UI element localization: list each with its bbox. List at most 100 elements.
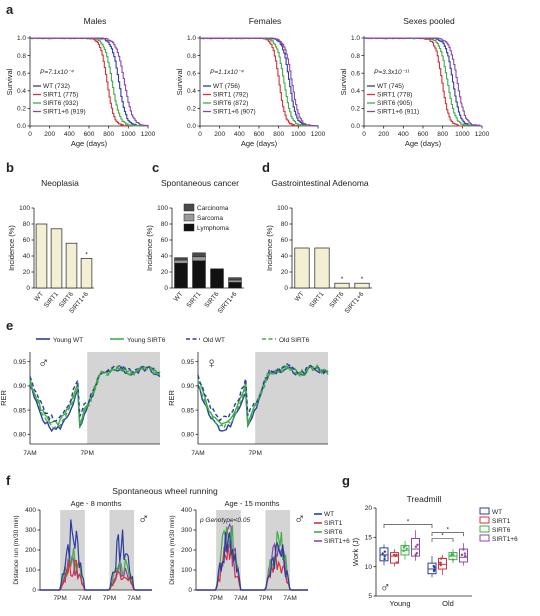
wheel-1-x-tick-label: 7AM: [234, 595, 247, 602]
survival-2-pvalue: P=3.3x10⁻¹¹: [374, 69, 410, 76]
survival-1-x-tick-label: 1200: [311, 131, 326, 138]
wheel-0-y-tick-label: 300: [25, 527, 36, 534]
panel_b-y-tick-label: 40: [23, 253, 31, 260]
rer-1-y-tick-label: 0.90: [181, 383, 194, 390]
panel-letter-b: b: [6, 160, 14, 175]
panel_d-bar-sirt1: [314, 247, 330, 289]
panel-b-neoplasia: Neoplasia 0 20 40 60 80 100 Incidence (%) WTSIRT…: [7, 178, 94, 315]
treadmill-point: [402, 549, 405, 553]
treadmill-sex-symbol: ♂: [380, 579, 391, 595]
rer-1-y-tick-label: 0.85: [181, 407, 194, 414]
survival-2-legend-label: SIRT1 (778): [377, 92, 412, 99]
treadmill-point: [416, 543, 419, 547]
panel-c-bar-carcinoma: [228, 277, 242, 281]
panel_d-y-tick-label: 60: [281, 237, 289, 244]
survival-2-x-tick-label: 200: [378, 131, 389, 138]
treadmill-point: [404, 544, 407, 548]
panel_d-bar-sirt6: [334, 282, 350, 289]
survival-0-legend-label: SIRT6 (932): [43, 100, 78, 107]
treadmill-y-tick-label: 10: [365, 564, 373, 571]
rer-1-y-tick-label: 0.80: [181, 432, 194, 439]
panel_b-y-tick-label: 80: [23, 221, 31, 228]
panel_b-bar-wt: [35, 223, 48, 289]
treadmill-y-tick-label: 20: [365, 505, 373, 512]
treadmill-sig-star: *: [407, 518, 410, 525]
panel_d-y-tick-label: 40: [281, 253, 289, 260]
treadmill-point: [451, 553, 455, 556]
survival-0-y-tick-label: 0.0: [17, 123, 26, 130]
wheel-1-trace-3: [196, 522, 308, 591]
survival-1-x-tick-label: 800: [273, 131, 284, 138]
panel-c-legend-label: Sarcoma: [197, 215, 223, 222]
survival-0-x-tick-label: 1200: [141, 131, 156, 138]
wheel-1-trace-2: [196, 525, 308, 591]
panel_b-y-tick-label: 0: [26, 285, 30, 292]
survival-0-y-tick-label: 1.0: [17, 35, 26, 42]
panel_b-x-tick-label: WT: [33, 291, 45, 303]
panel-c-x-tick-label: WT: [173, 291, 185, 303]
panel-c-bar-lymphoma: [174, 262, 188, 289]
treadmill-sig-bracket: [431, 538, 454, 543]
panel_d-x-tick-label: SIRT1: [308, 290, 325, 309]
treadmill-point: [414, 553, 417, 557]
treadmill-point: [383, 550, 387, 553]
wheel-0-y-tick-label: 400: [25, 507, 36, 514]
treadmill-point: [439, 561, 442, 564]
wheel-1-sex-symbol: ♂: [294, 511, 305, 528]
treadmill-legend-label: WT: [492, 509, 502, 516]
wheel-0-x-tick-label: 7AM: [78, 595, 91, 602]
wheel-1-trace-1: [196, 544, 308, 591]
wheel-0-x-tick-label: 7PM: [53, 595, 66, 602]
panel_d-bar-wt: [294, 247, 310, 289]
survival-0-x-tick-label: 200: [44, 131, 55, 138]
survival-2-curve-sirt16: [364, 37, 483, 127]
wheel-0-trace-3: [40, 555, 152, 591]
panel-c-y-label: Incidence (%): [145, 225, 154, 271]
treadmill-legend-label: SIRT1: [492, 518, 511, 525]
treadmill-point: [383, 557, 386, 561]
panel-c-y-tick-label: 40: [161, 253, 169, 260]
panel_b-y-tick-label: 100: [19, 205, 30, 212]
treadmill-point: [395, 553, 398, 557]
treadmill-point: [464, 554, 467, 558]
survival-1-curve-sirt16: [200, 37, 318, 127]
treadmill-box: [379, 547, 389, 562]
panel-letter-f: f: [6, 473, 11, 488]
treadmill-box: [427, 562, 437, 575]
panel_d-x-tick-label: WT: [294, 291, 306, 303]
panel-c-bar-lymphoma: [192, 260, 206, 289]
treadmill-y-tick-label: 5: [368, 593, 372, 600]
survival-1-x-tick-label: 400: [234, 131, 245, 138]
treadmill-legend-swatch: [479, 507, 490, 515]
panel_d-x-tick-label: SIRT6: [328, 290, 345, 309]
treadmill-point: [383, 555, 386, 558]
wheel-0-trace-2: [40, 547, 152, 591]
survival-0-x-tick-label: 600: [84, 131, 95, 138]
wheel-legend-label: SIRT1+6: [324, 538, 350, 545]
wheel-1-y-label: Distance run (m/30 min): [169, 515, 176, 584]
panel-c-bar-sarcoma: [228, 279, 242, 283]
survival-1-x-tick-label: 200: [214, 131, 225, 138]
wheel-1-x-tick-label: 7PM: [259, 595, 272, 602]
panel-c-spontaneous-cancer: Spontaneous cancer 0 20 40 60 80 100 Incidence …: [145, 178, 244, 315]
wheel-0-subtitle: Age - 8 months: [71, 499, 122, 508]
treadmill-legend-label: SIRT6: [492, 527, 511, 534]
treadmill-sig-star: *: [441, 533, 444, 540]
survival-2-x-tick-label: 400: [398, 131, 409, 138]
survival-1-x-label: Age (days): [241, 139, 278, 148]
survival-0-y-label: Survival: [5, 68, 14, 95]
survival-1-legend-label: SIRT1 (792): [213, 92, 248, 99]
treadmill-box: [390, 552, 399, 564]
panel_d-x-tick-label: SIRT1+6: [344, 290, 366, 314]
treadmill-legend-swatch: [479, 516, 490, 524]
survival-2-legend-label: SIRT1+6 (911): [377, 109, 419, 116]
rer-0-sex-symbol: ♂: [38, 355, 49, 372]
survival-1-x-tick-label: 1000: [291, 131, 306, 138]
wheel-legend-label: SIRT6: [324, 529, 343, 536]
survival-2-y-label: Survival: [339, 68, 348, 95]
treadmill-title: Treadmill: [407, 494, 442, 504]
wheel-0-y-tick-label: 100: [25, 567, 36, 574]
wheel-legend-label: WT: [324, 511, 334, 518]
panel-c-bar-lymphoma: [210, 268, 224, 289]
wheel-1-trace-0: [196, 532, 308, 591]
